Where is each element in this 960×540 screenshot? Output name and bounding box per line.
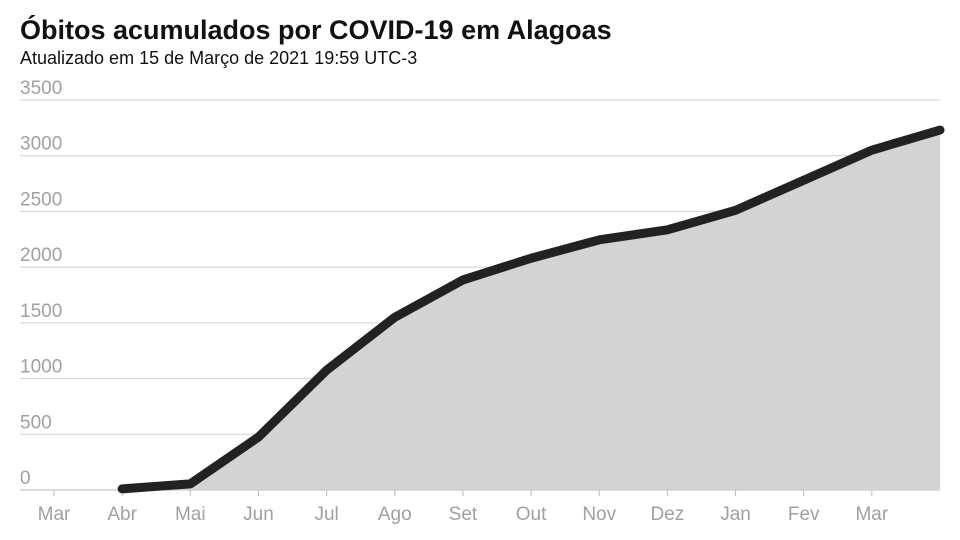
line (117, 125, 945, 494)
chart-subtitle: Atualizado em 15 de Março de 2021 19:59 … (20, 48, 417, 68)
x-tick-label: Fev (788, 504, 820, 525)
x-tick-label: Jan (720, 504, 751, 525)
y-tick-label: 1000 (20, 357, 62, 378)
x-tick-label: Mar (855, 504, 888, 525)
x-tick-label: Jul (314, 504, 338, 525)
y-tick-label: 2500 (20, 189, 62, 210)
y-tick-label: 3500 (20, 78, 62, 99)
x-tick-label: Dez (650, 504, 684, 525)
x-tick-label: Jun (243, 504, 274, 525)
chart-title: Óbitos acumulados por COVID-19 em Alagoa… (20, 14, 612, 45)
y-tick-label: 2000 (20, 245, 62, 266)
x-tick-label: Out (516, 504, 547, 525)
y-tick-label: 3000 (20, 134, 62, 155)
x-tick-label: Nov (582, 504, 616, 525)
y-tick-label: 1500 (20, 301, 62, 322)
x-tick-label: Set (449, 504, 478, 525)
area (122, 130, 940, 491)
x-tick-label: Abr (107, 504, 137, 525)
y-tick-label: 500 (20, 412, 52, 433)
y-tick-label: 0 (20, 468, 31, 489)
x-tick-label: Ago (378, 504, 412, 525)
x-tick-label: Mai (175, 504, 206, 525)
x-tick-label: Mar (38, 504, 71, 525)
